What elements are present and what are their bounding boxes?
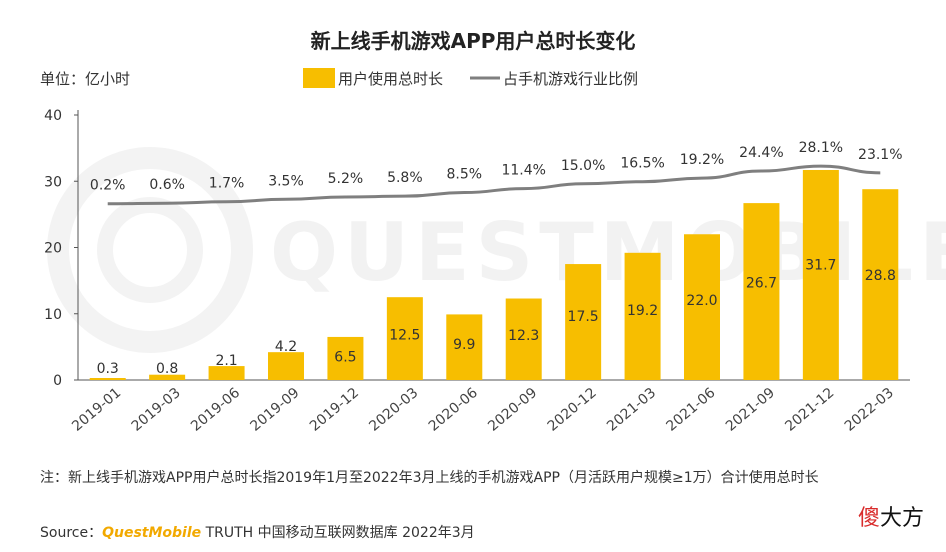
x-tick-label: 2020-12 — [545, 385, 600, 435]
bar-value-label: 6.5 — [334, 349, 356, 365]
legend-bar-swatch — [303, 68, 335, 88]
bar — [802, 169, 839, 380]
x-tick-labels: 2019-01 2019-03 2019-06 2019-09 2019-12 2020-… — [69, 385, 897, 435]
x-tick-label: 2019-09 — [247, 385, 302, 435]
ratio-value-label: 11.4% — [501, 163, 545, 179]
bar — [327, 336, 364, 380]
y-tick-label: 20 — [44, 241, 62, 257]
ratio-value-label: 0.2% — [90, 178, 126, 194]
x-tick-label: 2021-12 — [782, 385, 837, 435]
source-brand: QuestMobile — [102, 525, 202, 541]
x-tick-label: 2020-09 — [485, 385, 540, 435]
bar — [446, 314, 483, 380]
ratio-line-layer — [107, 164, 881, 206]
ratio-value-label: 0.6% — [149, 177, 185, 193]
x-tick-label: 2019-03 — [129, 385, 184, 435]
source-prefix: Source： — [40, 525, 103, 541]
x-tick-label: 2020-03 — [366, 385, 421, 435]
bar-value-label: 0.8 — [156, 361, 178, 377]
ratio-value-label: 19.2% — [680, 152, 724, 168]
ratio-value-label: 16.5% — [620, 156, 664, 172]
y-tick-label: 40 — [44, 108, 62, 124]
bar-labels: 0.3 0.8 2.1 4.2 6.5 12.5 9.9 12.3 17.5 19.2 22.0 26… — [97, 257, 896, 377]
corner-brand-part2: 大方 — [879, 506, 924, 531]
bar-value-label: 4.2 — [275, 339, 297, 355]
ratio-value-label: 15.0% — [561, 158, 605, 174]
bar — [505, 298, 542, 380]
y-tick-label: 0 — [53, 373, 62, 389]
bar-value-label: 22.0 — [686, 293, 717, 309]
source-line: Source：QuestMobile TRUTH 中国移动互联网数据库 2022… — [40, 522, 475, 542]
unit-label: 单位：亿小时 — [40, 70, 130, 88]
ratio-value-label: 3.5% — [268, 173, 304, 189]
bar-value-label: 0.3 — [97, 361, 119, 377]
watermark-text: QUESTMOBILE — [270, 206, 946, 299]
ratio-value-label: 28.1% — [799, 140, 843, 156]
ratio-value-label: 1.7% — [209, 176, 245, 192]
x-tick-label: 2019-12 — [307, 385, 362, 435]
ratio-labels: 0.2% 0.6% 1.7% 3.5% 5.2% 5.8% 8.5% 11.4% 15.0% 16… — [90, 140, 903, 194]
bar-value-label: 31.7 — [805, 257, 836, 273]
bar — [565, 264, 602, 380]
y-tick-label: 30 — [44, 174, 62, 190]
bar — [208, 366, 245, 380]
bar-value-label: 28.8 — [865, 268, 896, 284]
x-tick-label: 2019-06 — [188, 385, 243, 435]
bar-value-label: 2.1 — [215, 353, 237, 369]
bar — [268, 352, 304, 380]
y-tick-label: 10 — [44, 307, 62, 323]
legend-bar-label: 用户使用总时长 — [338, 70, 443, 88]
x-tick-label: 2022-03 — [842, 385, 897, 435]
x-tick-label: 2019-01 — [69, 385, 124, 435]
ratio-value-label: 5.8% — [387, 170, 423, 186]
corner-brand-part1: 傻 — [857, 506, 880, 531]
bar-value-label: 19.2 — [627, 303, 658, 319]
bar — [684, 234, 720, 380]
footnote: 注：新上线手机游戏APP用户总时长指2019年1月至2022年3月上线的手机游戏… — [40, 470, 819, 486]
bars — [89, 169, 899, 380]
bar-value-label: 26.7 — [746, 276, 777, 292]
x-tick-label: 2021-03 — [604, 385, 659, 435]
ratio-value-label: 24.4% — [739, 145, 783, 161]
bar — [386, 297, 423, 380]
source-rest: TRUTH 中国移动互联网数据库 2022年3月 — [201, 525, 475, 541]
ratio-value-label: 8.5% — [446, 167, 482, 183]
x-tick-label: 2020-06 — [426, 385, 481, 435]
x-tick-label: 2021-06 — [663, 385, 718, 435]
bar — [624, 252, 661, 380]
bar-value-label: 17.5 — [568, 309, 599, 325]
chart-title: 新上线手机游戏APP用户总时长变化 — [311, 29, 636, 53]
legend: 用户使用总时长 占手机游戏行业比例 — [303, 68, 638, 88]
bar-value-label: 12.5 — [389, 327, 420, 343]
bar-value-label: 9.9 — [453, 337, 475, 353]
bar — [149, 374, 186, 380]
ratio-value-label: 23.1% — [858, 147, 902, 163]
bar — [89, 378, 126, 380]
legend-line-label: 占手机游戏行业比例 — [503, 70, 638, 88]
x-tick-label: 2021-09 — [723, 385, 778, 435]
ratio-value-label: 5.2% — [328, 171, 364, 187]
corner-brand: 傻大方 — [858, 500, 924, 532]
bar — [743, 203, 780, 380]
ratio-line — [107, 164, 881, 206]
bar — [862, 189, 899, 380]
bar-value-label: 12.3 — [508, 328, 539, 344]
